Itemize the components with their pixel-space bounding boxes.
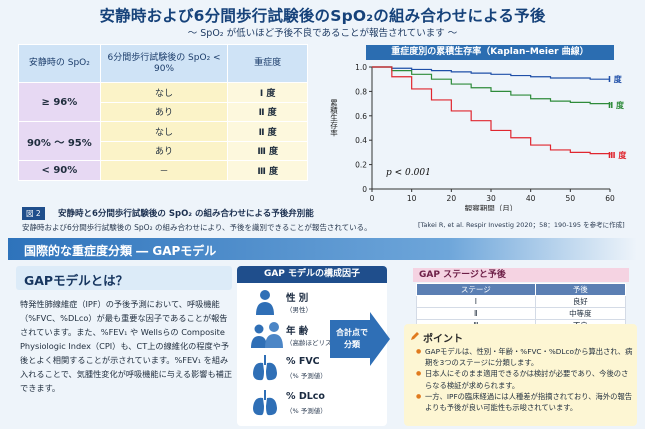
factor-sub: （男性） (286, 306, 312, 314)
factor-sub: （高齢ほどリスク上昇） (286, 339, 358, 347)
y-tick-label: 1.0 (355, 63, 367, 72)
factor-name: 年 齢 (286, 326, 309, 337)
series-label: Ⅰ 度 (608, 74, 623, 84)
section-band (8, 238, 637, 260)
walk-cell: あり (99, 101, 229, 122)
point-item: 一方、IPFの臨床経過には人種差が指摘されており、海外の報告よりも予後が良い可能… (416, 391, 634, 413)
grade-cell: Ⅲ 度 (227, 160, 308, 181)
gap-heading-box (16, 266, 232, 290)
lungs-icon (253, 355, 277, 381)
table-row: < 90% － Ⅲ 度 (18, 160, 308, 181)
arrow-right-icon (330, 312, 390, 366)
point-item: GAPモデルは、性別・年齢・%FVC・%DLcoから算出され、病期を3つのステー… (416, 346, 634, 368)
figure-source: [Takei R, et al. Respir Investig 2020；58… (418, 221, 625, 229)
figure-badge: 図 2 (22, 207, 45, 220)
factor-name: % DLco (286, 391, 325, 402)
factor-name: 性 別 (286, 293, 309, 304)
y-tick-label: 0.6 (355, 112, 367, 121)
x-tick-label: 10 (407, 194, 417, 203)
x-tick-label: 0 (370, 194, 375, 203)
spo2-cell: < 90% (18, 160, 101, 181)
prognosis-cell: 良好 (534, 295, 627, 308)
x-tick-label: 60 (605, 194, 615, 203)
y-tick-label: 0.2 (355, 161, 367, 170)
x-tick-label: 40 (526, 194, 536, 203)
factor-sub: （% 予測値） (286, 407, 327, 415)
prognosis-table: 安静時の SpO₂ 6分間歩行試験後の SpO₂ < 90% 重症度 ≥ 96%… (18, 44, 308, 181)
prognosis-header: 予後 (534, 283, 627, 296)
point-item: 日本人にそのまま適用できるかは検討が必要であり、今後のさらなる検証が求められます… (416, 368, 634, 390)
table-row: あり Ⅱ 度 (19, 101, 308, 122)
x-tick-label: 20 (447, 194, 457, 203)
stage-cell: Ⅰ (416, 295, 536, 308)
y-tick-label: 0 (362, 185, 367, 194)
gap-description: 特発性肺線維症（IPF）の予後予測において、呼吸機能（%FVC、%DLco）が最… (20, 299, 233, 393)
section-title: 国際的な重症度分類 ― GAPモデル (24, 244, 217, 258)
table-row: 90% ～ 95% なし Ⅱ 度 (18, 121, 308, 161)
factor-age: 年 齢 （高齢ほどリスク上昇） (250, 320, 370, 354)
series-label: Ⅱ 度 (608, 100, 625, 110)
x-tick-label: 50 (566, 194, 576, 203)
page-title: 安静時および6分間歩行試験後のSpO₂の組み合わせによる予後 (99, 7, 546, 25)
walk-cell: なし (99, 121, 229, 142)
x-axis-label: 観察期間（月） (465, 203, 518, 211)
km-survival-chart: 0 0.2 0.4 0.6 0.8 1.0 0 10 20 30 40 50 60 観察期間（月） 累積生存… (329, 63, 627, 211)
spo2-cell: 90% ～ 95% (18, 121, 101, 161)
grade-cell: Ⅱ 度 (227, 121, 308, 142)
people-age-icon (251, 322, 283, 348)
factor-name: % FVC (286, 356, 320, 367)
table-row: Ⅰ 良好 (416, 295, 627, 308)
gap-heading: GAPモデルとは？ (24, 273, 129, 288)
stage-heading: GAP ステージと予後 (413, 268, 629, 282)
p-value-annotation: p < 0.001 (386, 168, 431, 178)
prognosis-cell: 中等度 (534, 307, 627, 320)
header-walk-spo2: 6分間歩行試験後の SpO₂ < 90% (99, 44, 229, 83)
series-line (372, 66, 610, 80)
walk-cell: あり (99, 140, 229, 161)
grade-cell: Ⅱ 度 (227, 101, 308, 122)
table-row: Ⅱ 中等度 (416, 307, 627, 320)
point-heading: ポイント (423, 334, 463, 345)
spo2-cell: ≥ 96% (18, 82, 101, 122)
arrow-label: 合計点で分類 (336, 328, 368, 349)
figure-note: 安静時および6分間歩行試験後の SpO₂ の組み合わせにより、予後を識別できるこ… (22, 223, 372, 232)
walk-cell: － (99, 160, 229, 181)
table-row: ≥ 96% なし Ⅰ 度 (18, 82, 308, 122)
factor-dlco: % DLco （% 予測値） (250, 388, 370, 422)
y-tick-label: 0.4 (355, 136, 367, 145)
header-grade: 重症度 (227, 44, 308, 83)
grade-cell: Ⅰ 度 (227, 82, 308, 103)
y-tick-label: 0.8 (355, 87, 367, 96)
walk-cell: なし (99, 82, 229, 103)
series-line (372, 66, 611, 155)
point-list: GAPモデルは、性別・年齢・%FVC・%DLcoから算出され、病期を3つのステー… (416, 346, 634, 413)
factors-heading: GAP モデルの構成因子 (237, 266, 387, 283)
lungs-icon (253, 390, 277, 416)
figure-caption: 安静時と6分間歩行試験後の SpO₂ の組み合わせによる予後弁別能 (58, 209, 314, 219)
header-rest-spo2: 安静時の SpO₂ (18, 44, 101, 83)
grade-cell: Ⅲ 度 (227, 140, 308, 161)
factor-fvc: % FVC （% 予測値） (250, 353, 370, 387)
series-line (372, 66, 611, 105)
person-icon (256, 290, 274, 315)
pencil-icon (411, 332, 419, 340)
factor-sex: 性 別 （男性） (250, 287, 370, 321)
stage-header: ステージ (416, 283, 536, 296)
x-tick-label: 30 (486, 194, 496, 203)
y-axis-label: 累積生存率 (329, 99, 338, 138)
chart-title: 重症度別の累積生存率（Kaplan–Meier 曲線） (366, 45, 614, 60)
stage-cell: Ⅱ (416, 307, 536, 320)
factor-sub: （% 予測値） (286, 372, 327, 380)
page-subtitle: ～ SpO₂ が低いほど予後不良であることが報告されています ～ (187, 28, 458, 39)
series-label: Ⅲ 度 (608, 150, 627, 160)
stage-table: ステージ 予後 Ⅰ 良好 Ⅱ 中等度 Ⅲ 不良 (416, 283, 627, 332)
